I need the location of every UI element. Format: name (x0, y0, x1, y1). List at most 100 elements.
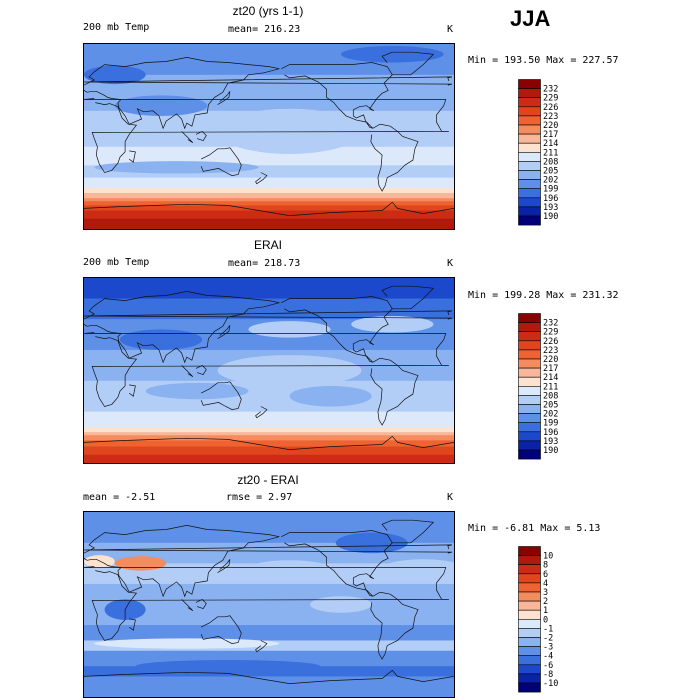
colorbar-tick-label: 208 (543, 157, 558, 167)
colorbar-tick-label: -4 (543, 652, 553, 662)
season-label: JJA (510, 6, 551, 31)
coastline (128, 150, 136, 163)
colorbar-swatch (518, 161, 541, 171)
contour-field (84, 512, 454, 697)
minmax-label: Min = -6.81 Max = 5.13 (468, 523, 601, 534)
contour-region (289, 385, 372, 407)
colorbar-swatch (518, 673, 541, 684)
colorbar-swatch (518, 340, 541, 351)
contour-region (279, 77, 383, 103)
coastline (84, 57, 280, 130)
contour-region (335, 532, 408, 554)
contour-region (217, 355, 362, 386)
map-panel-model (83, 43, 455, 230)
contour-field (84, 278, 454, 463)
colorbar-swatch (518, 197, 541, 208)
contour-band (84, 193, 454, 199)
contour-band (84, 205, 454, 211)
colorbar-tick-label: 3 (543, 588, 548, 598)
colorbar-swatch (518, 331, 541, 342)
minmax-label: Min = 193.50 Max = 227.57 (468, 55, 619, 66)
contour-region (310, 596, 372, 613)
colorbar-tick-label: 214 (543, 373, 558, 383)
contour-band (84, 187, 454, 194)
coastline (181, 131, 194, 143)
colorbar-swatch (518, 179, 541, 189)
coastline (370, 123, 419, 192)
coastline (195, 364, 207, 376)
coastline (128, 384, 136, 397)
colorbar-model: 232 229 226 223 220 217 214 211 208 205 202 199 196 1… (518, 79, 578, 227)
contour-band (84, 432, 454, 436)
panel-variable-label: 200 mb Temp (83, 22, 150, 33)
colorbar-tick-label: 2 (543, 597, 548, 607)
contour-region (248, 321, 331, 338)
contour-region (114, 95, 208, 116)
colorbar-swatch (518, 413, 541, 423)
colorbar-swatch (518, 591, 541, 602)
colorbar-svg: 2322292262232202172142112082052021991961… (518, 79, 558, 226)
contour-region (119, 329, 203, 350)
contour-band (84, 440, 454, 448)
contour-band (84, 676, 454, 697)
colorbar-tick-label: 223 (543, 346, 558, 356)
colorbar-swatch (518, 655, 541, 666)
contour-region (94, 161, 259, 174)
colorbar-swatch (518, 546, 541, 556)
contour-band (84, 201, 454, 206)
colorbar-tick-label: 211 (543, 382, 558, 392)
coastline (200, 147, 242, 176)
panel-units-label: K (447, 492, 454, 503)
contour-band (84, 427, 454, 433)
coastline (381, 285, 435, 310)
colorbar-tick-label: 205 (543, 167, 558, 177)
coastline (255, 640, 268, 653)
coastline (217, 91, 231, 105)
coastlines (84, 51, 454, 216)
coastline (181, 599, 194, 611)
colorbar-swatch (518, 124, 541, 135)
contour-band (84, 435, 454, 441)
map-panel-difference (83, 511, 455, 698)
coastline (255, 172, 268, 185)
coastline (281, 62, 393, 129)
contour-band (84, 198, 454, 202)
panel-mean-label: mean= 216.23 (228, 24, 301, 35)
colorbar-tick-label: 220 (543, 355, 558, 365)
colorbar-swatch (518, 88, 541, 99)
colorbar-tick-label: -2 (543, 634, 553, 644)
colorbar-tick-label: 226 (543, 103, 558, 113)
colorbar-swatch (518, 422, 541, 433)
colorbar-tick-label: 217 (543, 130, 558, 140)
panel-variable-label: 200 mb Temp (83, 257, 150, 268)
coastline (84, 544, 452, 554)
colorbar-swatch (518, 582, 541, 593)
coastline (84, 98, 449, 173)
coastline (84, 291, 280, 364)
colorbar-swatch (518, 564, 541, 575)
colorbar-swatch (518, 133, 541, 144)
colorbar-swatch (518, 97, 541, 108)
colorbar-swatch (518, 609, 541, 620)
colorbar-tick-label: 208 (543, 391, 558, 401)
colorbar-tick-label: 223 (543, 112, 558, 122)
contour-band (84, 218, 454, 229)
coastline (84, 310, 452, 320)
contour-region (145, 382, 249, 400)
colorbar-tick-label: 4 (543, 579, 548, 589)
colorbar-tick-label: -8 (543, 670, 553, 680)
coastlines (84, 519, 454, 684)
colorbar-swatch (518, 142, 541, 153)
contour-band (84, 278, 454, 300)
colorbar-tick-label: 199 (543, 185, 558, 195)
coastline (84, 669, 454, 684)
coastline (200, 381, 242, 410)
contour-region (94, 638, 280, 649)
colorbar-swatch (518, 404, 541, 414)
contour-region (340, 46, 444, 63)
coastline (195, 598, 207, 610)
coastline (84, 435, 454, 450)
coastline (370, 591, 419, 660)
colorbar-swatch (518, 386, 541, 396)
colorbar-swatch (518, 440, 541, 451)
